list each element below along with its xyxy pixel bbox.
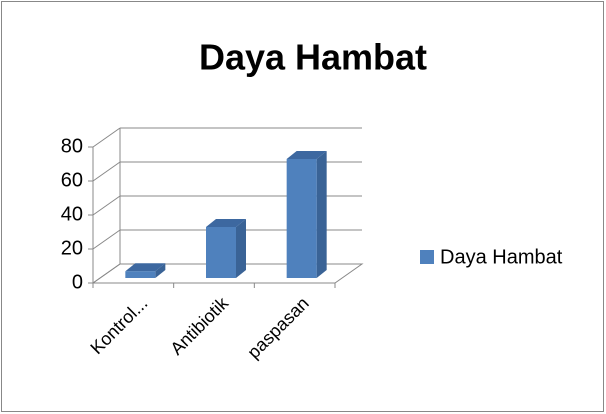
bar-side bbox=[236, 219, 246, 278]
y-tick-label: 80 bbox=[61, 135, 83, 157]
legend-label: Daya Hambat bbox=[440, 246, 563, 268]
grid-line bbox=[92, 127, 121, 148]
y-tick-label: 0 bbox=[72, 271, 83, 293]
y-tick-label: 60 bbox=[61, 169, 83, 191]
bar bbox=[286, 159, 317, 278]
legend-swatch bbox=[420, 250, 434, 264]
bar bbox=[125, 271, 156, 278]
grid-line bbox=[92, 161, 121, 182]
grid-line bbox=[92, 263, 121, 284]
bar-side bbox=[155, 263, 166, 278]
grid-line bbox=[92, 195, 121, 216]
bar-side bbox=[316, 151, 327, 278]
y-tick-label: 20 bbox=[61, 237, 83, 259]
bar-top bbox=[206, 219, 246, 227]
y-tick-label: 40 bbox=[61, 203, 83, 225]
bar bbox=[206, 227, 236, 278]
bar-top bbox=[286, 151, 327, 159]
bar-top bbox=[125, 263, 166, 272]
chart-title: Daya Hambat bbox=[199, 37, 427, 78]
grid-line bbox=[92, 229, 121, 250]
